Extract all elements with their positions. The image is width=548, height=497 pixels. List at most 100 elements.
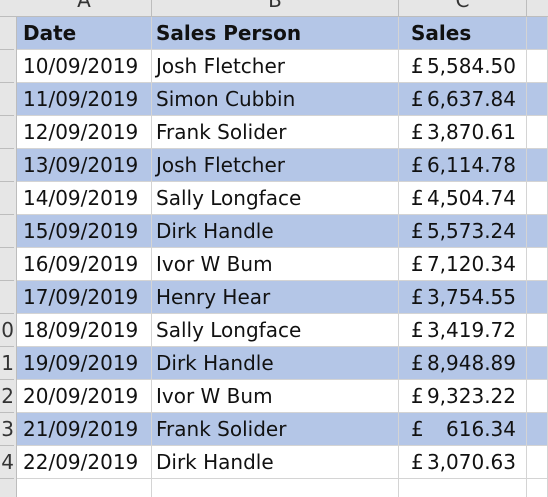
table-row: 20/09/2019 Ivor W Bum £9,323.22 [17,380,548,413]
cell-sales-person[interactable]: Josh Fletcher [152,50,399,82]
cell-date[interactable]: 11/09/2019 [17,83,152,115]
empty-cell[interactable] [527,314,548,346]
cell-sales-person[interactable]: Josh Fletcher [152,149,399,181]
cell-sales-person[interactable]: Sally Longface [152,314,399,346]
row-number[interactable] [0,248,14,281]
sales-amount: 9,323.22 [426,384,516,408]
row-number[interactable] [0,182,14,215]
currency-symbol: £ [411,186,424,210]
cell-sales[interactable]: £3,754.55 [399,281,527,313]
empty-cell[interactable] [527,380,548,412]
empty-cell[interactable] [527,347,548,379]
table-row: 15/09/2019 Dirk Handle £5,573.24 [17,215,548,248]
empty-cell[interactable] [527,215,548,247]
cell-sales[interactable]: £9,323.22 [399,380,527,412]
sales-value: £3,070.63 [411,446,516,478]
empty-cell[interactable] [527,17,548,49]
cell-date[interactable]: 18/09/2019 [17,314,152,346]
cell-sales-person[interactable]: Simon Cubbin [152,83,399,115]
currency-symbol: £ [411,219,424,243]
empty-cell[interactable] [527,281,548,313]
empty-cell[interactable] [527,248,548,280]
cell-sales[interactable]: £6,637.84 [399,83,527,115]
cell-sales[interactable]: £3,070.63 [399,446,527,478]
cell-date[interactable]: 12/09/2019 [17,116,152,148]
table-row: 22/09/2019 Dirk Handle £3,070.63 [17,446,548,479]
cell-sales-person[interactable]: Ivor W Bum [152,248,399,280]
cell-sales[interactable]: £616.34 [399,413,527,445]
cell-sales-person[interactable]: Henry Hear [152,281,399,313]
cell-sales[interactable]: £8,948.89 [399,347,527,379]
empty-cell[interactable] [17,479,152,497]
cell-date[interactable]: 13/09/2019 [17,149,152,181]
empty-cell[interactable] [527,446,548,478]
row-number[interactable]: 3 [0,413,14,446]
sales-amount: 6,637.84 [426,87,516,111]
column-header-a[interactable]: A [17,0,152,16]
empty-cell[interactable] [527,413,548,445]
empty-cell[interactable] [527,182,548,214]
empty-cell[interactable] [527,50,548,82]
sales-amount: 5,573.24 [426,219,516,243]
cell-sales-person[interactable]: Dirk Handle [152,215,399,247]
cell-date[interactable]: 20/09/2019 [17,380,152,412]
row-number[interactable] [0,281,14,314]
cell-sales[interactable]: £7,120.34 [399,248,527,280]
column-header-b[interactable]: B [152,0,399,16]
empty-cell[interactable] [399,479,527,497]
cell-date[interactable]: 17/09/2019 [17,281,152,313]
row-number[interactable] [0,83,14,116]
cell-date[interactable]: 16/09/2019 [17,248,152,280]
row-number[interactable] [0,17,14,50]
cell-sales[interactable]: £4,504.74 [399,182,527,214]
empty-cell[interactable] [152,479,399,497]
table-row: 14/09/2019 Sally Longface £4,504.74 [17,182,548,215]
cell-sales[interactable]: £5,573.24 [399,215,527,247]
header-cell-date[interactable]: Date [17,17,152,49]
table-row: 18/09/2019 Sally Longface £3,419.72 [17,314,548,347]
cell-sales-person[interactable]: Ivor W Bum [152,380,399,412]
currency-symbol: £ [411,54,424,78]
cell-date[interactable]: 10/09/2019 [17,50,152,82]
row-number[interactable] [0,149,14,182]
cell-date[interactable]: 22/09/2019 [17,446,152,478]
table-row: 21/09/2019 Frank Solider £616.34 [17,413,548,446]
sales-amount: 4,504.74 [426,186,516,210]
row-number[interactable]: 4 [0,446,14,479]
cell-sales-person[interactable]: Sally Longface [152,182,399,214]
row-number[interactable]: 1 [0,347,14,380]
header-cell-sales[interactable]: Sales [399,17,527,49]
row-number[interactable] [0,50,14,83]
cell-date[interactable]: 15/09/2019 [17,215,152,247]
currency-symbol: £ [411,351,424,375]
row-number[interactable]: 2 [0,380,14,413]
cell-sales-person[interactable]: Dirk Handle [152,446,399,478]
empty-cell[interactable] [527,479,548,497]
sales-amount: 5,584.50 [426,54,516,78]
sales-value: £5,573.24 [411,215,516,247]
cell-sales[interactable]: £3,870.61 [399,116,527,148]
currency-symbol: £ [411,318,424,342]
empty-cell[interactable] [527,83,548,115]
empty-row [17,479,548,497]
row-number[interactable] [0,116,14,149]
sales-amount: 7,120.34 [426,252,516,276]
empty-cell[interactable] [527,149,548,181]
cell-date[interactable]: 14/09/2019 [17,182,152,214]
cell-date[interactable]: 19/09/2019 [17,347,152,379]
row-number[interactable] [0,215,14,248]
header-cell-sales-person[interactable]: Sales Person [152,17,399,49]
cell-sales-person[interactable]: Frank Solider [152,413,399,445]
cell-sales[interactable]: £6,114.78 [399,149,527,181]
empty-cell[interactable] [527,116,548,148]
cell-sales[interactable]: £5,584.50 [399,50,527,82]
row-number[interactable]: 0 [0,314,14,347]
cell-sales-person[interactable]: Frank Solider [152,116,399,148]
table-row: 19/09/2019 Dirk Handle £8,948.89 [17,347,548,380]
cell-sales-person[interactable]: Dirk Handle [152,347,399,379]
cell-date[interactable]: 21/09/2019 [17,413,152,445]
table-header-row: Date Sales Person Sales [17,17,548,50]
row-number[interactable] [0,479,14,497]
cell-sales[interactable]: £3,419.72 [399,314,527,346]
column-header-c[interactable]: C [399,0,527,16]
